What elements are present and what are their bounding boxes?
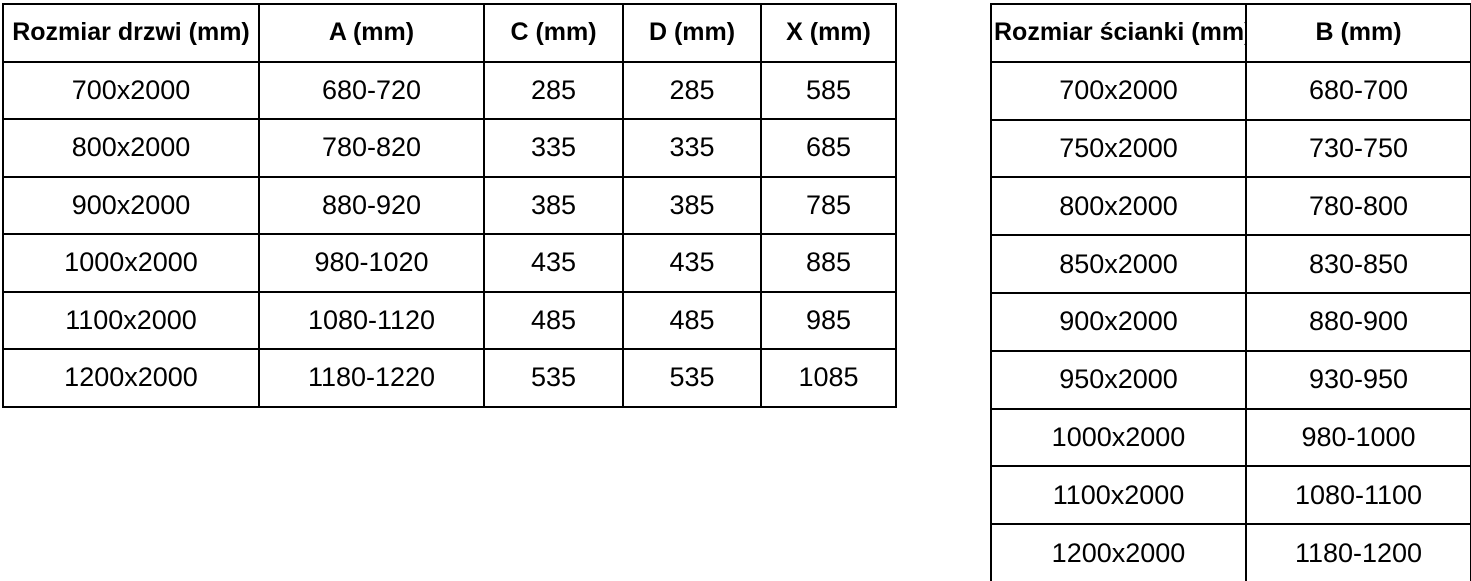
table-cell: 485 — [483, 290, 624, 350]
table-cell: 1080-1100 — [1245, 465, 1471, 526]
table-cell: 435 — [622, 233, 762, 293]
table-cell: 980-1020 — [258, 233, 485, 293]
table-cell: 900x2000 — [990, 291, 1247, 352]
table-cell: 1080-1120 — [258, 290, 485, 350]
table-cell: 585 — [760, 60, 897, 120]
table-cell: 785 — [760, 175, 897, 235]
table-cell: 780-820 — [258, 118, 485, 178]
door-size-table: Rozmiar drzwi (mm) A (mm) C (mm) D (mm) X (m… — [2, 3, 897, 408]
table-cell: 800x2000 — [2, 118, 260, 178]
table-row: 1100x2000 1080-1100 — [990, 465, 1471, 526]
table-row: 750x2000 730-750 — [990, 118, 1471, 179]
table-row: 900x2000 880-900 — [990, 291, 1471, 352]
table-cell: 850x2000 — [990, 234, 1247, 294]
door-size-table-header-row: Rozmiar drzwi (mm) A (mm) C (mm) D (mm) X (m… — [2, 3, 897, 63]
door-size-table-body: 700x2000 680-720 285 285 585 800x2000 780-820 3… — [2, 60, 897, 408]
table-cell: 950x2000 — [990, 349, 1247, 410]
table-cell: 1085 — [760, 348, 897, 408]
table-cell: 885 — [760, 233, 897, 293]
table-cell: 900x2000 — [2, 175, 260, 235]
table-cell: 985 — [760, 290, 897, 350]
column-header: Rozmiar ścianki (mm) — [990, 3, 1247, 63]
table-cell: 680-700 — [1245, 60, 1471, 121]
table-row: 850x2000 830-850 — [990, 234, 1471, 294]
wall-panel-size-table: Rozmiar ścianki (mm) B (mm) 700x2000 680-7… — [990, 3, 1471, 581]
column-header: A (mm) — [258, 3, 485, 63]
table-cell: 700x2000 — [2, 60, 260, 120]
table-cell: 880-900 — [1245, 291, 1471, 352]
table-cell: 285 — [622, 60, 762, 120]
table-row: 700x2000 680-720 285 285 585 — [2, 60, 897, 120]
table-cell: 1000x2000 — [2, 233, 260, 293]
table-cell: 385 — [622, 175, 762, 235]
wall-panel-size-table-body: 700x2000 680-700 750x2000 730-750 800x2000 78… — [990, 60, 1471, 581]
table-row: 800x2000 780-800 — [990, 176, 1471, 237]
column-header: B (mm) — [1245, 3, 1471, 63]
table-cell: 285 — [483, 60, 624, 120]
table-cell: 435 — [483, 233, 624, 293]
table-row: 1100x2000 1080-1120 485 485 985 — [2, 290, 897, 350]
table-row: 700x2000 680-700 — [990, 60, 1471, 121]
table-cell: 1000x2000 — [990, 407, 1247, 468]
table-cell: 750x2000 — [990, 118, 1247, 179]
table-cell: 1100x2000 — [2, 290, 260, 350]
table-row: 800x2000 780-820 335 335 685 — [2, 118, 897, 178]
column-header: D (mm) — [622, 3, 762, 63]
table-cell: 780-800 — [1245, 176, 1471, 237]
table-cell: 335 — [622, 118, 762, 178]
table-cell: 385 — [483, 175, 624, 235]
table-cell: 1200x2000 — [990, 523, 1247, 581]
column-header: C (mm) — [483, 3, 624, 63]
table-cell: 980-1000 — [1245, 407, 1471, 468]
table-row: 1200x2000 1180-1220 535 535 1085 — [2, 348, 897, 408]
table-cell: 1200x2000 — [2, 348, 260, 408]
table-cell: 535 — [483, 348, 624, 408]
table-cell: 685 — [760, 118, 897, 178]
table-cell: 535 — [622, 348, 762, 408]
table-row: 900x2000 880-920 385 385 785 — [2, 175, 897, 235]
table-cell: 485 — [622, 290, 762, 350]
column-header: X (mm) — [760, 3, 897, 63]
table-cell: 700x2000 — [990, 60, 1247, 121]
table-cell: 680-720 — [258, 60, 485, 120]
table-cell: 800x2000 — [990, 176, 1247, 237]
table-row: 950x2000 930-950 — [990, 349, 1471, 410]
table-cell: 1100x2000 — [990, 465, 1247, 526]
table-row: 1200x2000 1180-1200 — [990, 523, 1471, 581]
table-row: 1000x2000 980-1000 — [990, 407, 1471, 468]
table-cell: 1180-1200 — [1245, 523, 1471, 581]
table-row: 1000x2000 980-1020 435 435 885 — [2, 233, 897, 293]
table-cell: 830-850 — [1245, 234, 1471, 294]
column-header: Rozmiar drzwi (mm) — [2, 3, 260, 63]
table-cell: 730-750 — [1245, 118, 1471, 179]
table-cell: 880-920 — [258, 175, 485, 235]
table-cell: 930-950 — [1245, 349, 1471, 410]
wall-panel-size-table-header-row: Rozmiar ścianki (mm) B (mm) — [990, 3, 1471, 63]
table-cell: 335 — [483, 118, 624, 178]
table-cell: 1180-1220 — [258, 348, 485, 408]
